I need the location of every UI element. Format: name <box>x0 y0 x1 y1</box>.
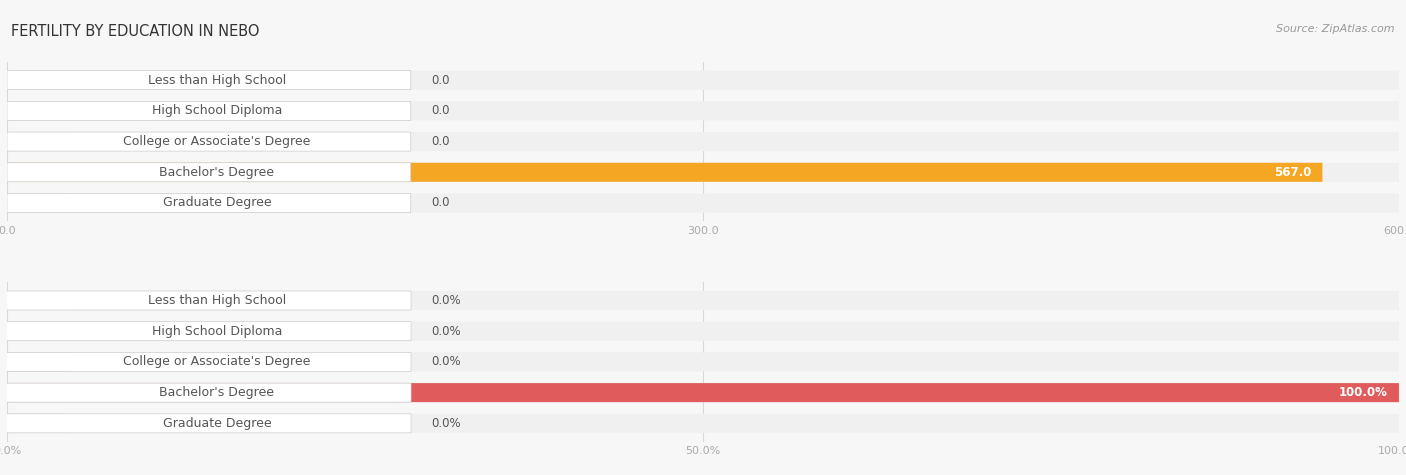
Text: Less than High School: Less than High School <box>148 294 285 307</box>
Text: College or Associate's Degree: College or Associate's Degree <box>124 135 311 148</box>
Text: Source: ZipAtlas.com: Source: ZipAtlas.com <box>1277 24 1395 34</box>
Text: 0.0%: 0.0% <box>432 325 461 338</box>
Text: 0.0%: 0.0% <box>432 355 461 369</box>
FancyBboxPatch shape <box>7 291 70 310</box>
Text: 0.0%: 0.0% <box>432 417 461 430</box>
FancyBboxPatch shape <box>7 322 70 341</box>
FancyBboxPatch shape <box>7 132 411 151</box>
FancyBboxPatch shape <box>7 352 1399 371</box>
FancyBboxPatch shape <box>7 71 70 90</box>
FancyBboxPatch shape <box>7 193 411 212</box>
Text: High School Diploma: High School Diploma <box>152 325 283 338</box>
FancyBboxPatch shape <box>7 383 1399 402</box>
FancyBboxPatch shape <box>7 132 1399 151</box>
Text: Bachelor's Degree: Bachelor's Degree <box>159 386 274 399</box>
Text: FERTILITY BY EDUCATION IN NEBO: FERTILITY BY EDUCATION IN NEBO <box>11 24 260 39</box>
FancyBboxPatch shape <box>7 193 1399 212</box>
FancyBboxPatch shape <box>7 322 411 341</box>
Text: Bachelor's Degree: Bachelor's Degree <box>159 166 274 179</box>
Text: 100.0%: 100.0% <box>1339 386 1388 399</box>
FancyBboxPatch shape <box>7 352 411 371</box>
Text: 0.0: 0.0 <box>432 135 450 148</box>
Text: Graduate Degree: Graduate Degree <box>163 197 271 209</box>
FancyBboxPatch shape <box>7 383 411 402</box>
FancyBboxPatch shape <box>7 101 70 120</box>
FancyBboxPatch shape <box>7 414 411 433</box>
FancyBboxPatch shape <box>7 163 411 182</box>
FancyBboxPatch shape <box>7 383 1399 402</box>
FancyBboxPatch shape <box>7 163 1399 182</box>
Text: 0.0: 0.0 <box>432 104 450 117</box>
FancyBboxPatch shape <box>7 414 70 433</box>
FancyBboxPatch shape <box>7 163 1323 182</box>
Text: College or Associate's Degree: College or Associate's Degree <box>124 355 311 369</box>
FancyBboxPatch shape <box>7 193 70 212</box>
Text: Less than High School: Less than High School <box>148 74 285 86</box>
Text: 567.0: 567.0 <box>1274 166 1312 179</box>
FancyBboxPatch shape <box>7 71 1399 90</box>
FancyBboxPatch shape <box>7 414 1399 433</box>
Text: 0.0: 0.0 <box>432 197 450 209</box>
FancyBboxPatch shape <box>7 101 411 120</box>
Text: 0.0: 0.0 <box>432 74 450 86</box>
FancyBboxPatch shape <box>7 291 411 310</box>
Text: 0.0%: 0.0% <box>432 294 461 307</box>
FancyBboxPatch shape <box>7 71 411 90</box>
FancyBboxPatch shape <box>7 101 1399 120</box>
FancyBboxPatch shape <box>7 291 1399 310</box>
FancyBboxPatch shape <box>7 322 1399 341</box>
FancyBboxPatch shape <box>7 352 70 371</box>
Text: High School Diploma: High School Diploma <box>152 104 283 117</box>
FancyBboxPatch shape <box>7 132 70 151</box>
Text: Graduate Degree: Graduate Degree <box>163 417 271 430</box>
